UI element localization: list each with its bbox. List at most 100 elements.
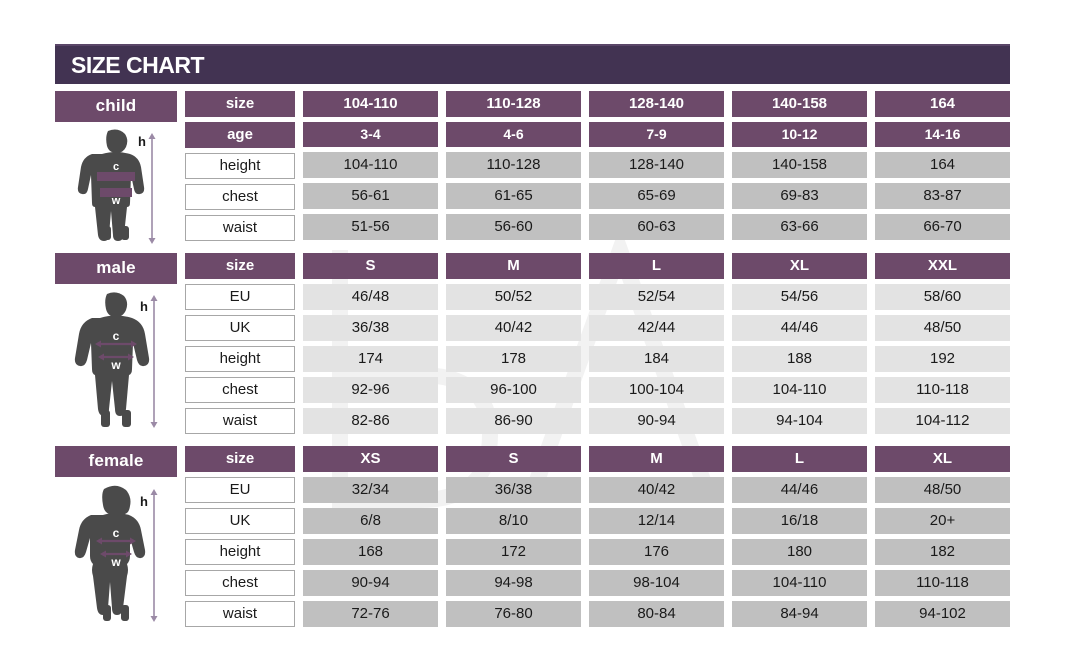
cell-child-height-3: 140-158 (732, 152, 867, 178)
data-column-child-4: 164 14-16 164 83-87 66-70 (875, 91, 1010, 246)
cell-child-chest-2: 65-69 (589, 183, 724, 209)
header-female-size-4: XL (875, 446, 1010, 472)
cell-male-height-2: 184 (589, 346, 724, 372)
size-chart: SIZE CHART child c w (55, 44, 1010, 632)
cell-male-chest-4: 110-118 (875, 377, 1010, 403)
row-label-column-child: size age height chest waist (185, 91, 295, 246)
figure-female: c w h (55, 477, 177, 623)
cell-female-eu-4: 48/50 (875, 477, 1010, 503)
data-column-child-1: 110-128 4-6 110-128 61-65 56-60 (446, 91, 581, 246)
cell-female-waist-3: 84-94 (732, 601, 867, 627)
row-label-male-waist: waist (185, 408, 295, 434)
cell-female-chest-2: 98-104 (589, 570, 724, 596)
header-male-size-2: L (589, 253, 724, 279)
header-label-male-0: size (185, 253, 295, 279)
header-label-child-1: age (185, 122, 295, 148)
header-child-size-4: 164 (875, 91, 1010, 117)
cell-male-chest-1: 96-100 (446, 377, 581, 403)
data-column-child-3: 140-158 10-12 140-158 69-83 63-66 (732, 91, 867, 246)
cell-female-eu-3: 44/46 (732, 477, 867, 503)
row-label-male-chest: chest (185, 377, 295, 403)
cell-male-chest-0: 92-96 (303, 377, 438, 403)
cell-female-uk-3: 16/18 (732, 508, 867, 534)
category-column-child: child c w (55, 91, 177, 246)
cell-child-chest-4: 83-87 (875, 183, 1010, 209)
svg-text:h: h (140, 494, 148, 509)
header-child-size-0: 104-110 (303, 91, 438, 117)
cell-child-chest-3: 69-83 (732, 183, 867, 209)
cell-male-waist-4: 104-112 (875, 408, 1010, 434)
cell-female-eu-1: 36/38 (446, 477, 581, 503)
header-child-age-4: 14-16 (875, 122, 1010, 147)
row-label-column-male: size EU UK height chest waist (185, 253, 295, 439)
cell-female-height-3: 180 (732, 539, 867, 565)
cell-male-uk-0: 36/38 (303, 315, 438, 341)
cell-male-eu-2: 52/54 (589, 284, 724, 310)
cell-female-chest-0: 90-94 (303, 570, 438, 596)
section-child: child c w (55, 91, 1010, 246)
cell-female-eu-0: 32/34 (303, 477, 438, 503)
cell-male-waist-2: 90-94 (589, 408, 724, 434)
cell-male-eu-0: 46/48 (303, 284, 438, 310)
header-male-size-1: M (446, 253, 581, 279)
cell-male-eu-3: 54/56 (732, 284, 867, 310)
cell-female-eu-2: 40/42 (589, 477, 724, 503)
data-column-male-0: S 46/48 36/38 174 92-96 82-86 (303, 253, 438, 439)
figure-child: c w h (55, 122, 177, 246)
header-female-size-1: S (446, 446, 581, 472)
cell-female-chest-4: 110-118 (875, 570, 1010, 596)
svg-text:c: c (113, 161, 119, 173)
category-label-child: child (55, 91, 177, 122)
row-label-female-chest: chest (185, 570, 295, 596)
row-label-female-eu: EU (185, 477, 295, 503)
row-label-child-chest: chest (185, 184, 295, 210)
row-label-child-waist: waist (185, 215, 295, 241)
cell-female-uk-2: 12/14 (589, 508, 724, 534)
cell-male-chest-2: 100-104 (589, 377, 724, 403)
row-label-male-height: height (185, 346, 295, 372)
data-column-male-1: M 50/52 40/42 178 96-100 86-90 (446, 253, 581, 439)
cell-male-height-0: 174 (303, 346, 438, 372)
data-column-male-2: L 52/54 42/44 184 100-104 90-94 (589, 253, 724, 439)
cell-female-height-0: 168 (303, 539, 438, 565)
cell-female-chest-1: 94-98 (446, 570, 581, 596)
data-column-male-3: XL 54/56 44/46 188 104-110 94-104 (732, 253, 867, 439)
cell-female-uk-4: 20+ (875, 508, 1010, 534)
cell-child-height-2: 128-140 (589, 152, 724, 178)
category-label-male: male (55, 253, 177, 284)
section-female: female c (55, 446, 1010, 632)
cell-male-eu-1: 50/52 (446, 284, 581, 310)
male-silhouette-icon: c w h (74, 292, 158, 428)
cell-female-height-2: 176 (589, 539, 724, 565)
header-male-size-4: XXL (875, 253, 1010, 279)
svg-text:w: w (110, 555, 121, 569)
svg-text:h: h (138, 134, 146, 149)
row-label-female-uk: UK (185, 508, 295, 534)
header-male-size-0: S (303, 253, 438, 279)
section-male: male c (55, 253, 1010, 439)
header-child-age-1: 4-6 (446, 122, 581, 147)
row-label-child-height: height (185, 153, 295, 179)
header-child-size-3: 140-158 (732, 91, 867, 117)
header-female-size-2: M (589, 446, 724, 472)
page-title: SIZE CHART (71, 51, 205, 78)
data-column-male-4: XXL 58/60 48/50 192 110-118 104-112 (875, 253, 1010, 439)
cell-male-uk-3: 44/46 (732, 315, 867, 341)
category-column-male: male c (55, 253, 177, 439)
svg-text:c: c (113, 526, 120, 540)
header-child-age-3: 10-12 (732, 122, 867, 147)
cell-child-waist-0: 51-56 (303, 214, 438, 240)
header-female-size-0: XS (303, 446, 438, 472)
data-column-female-0: XS 32/34 6/8 168 90-94 72-76 (303, 446, 438, 632)
svg-text:c: c (113, 329, 120, 343)
cell-male-waist-0: 82-86 (303, 408, 438, 434)
cell-male-waist-1: 86-90 (446, 408, 581, 434)
header-child-size-1: 110-128 (446, 91, 581, 117)
cell-male-chest-3: 104-110 (732, 377, 867, 403)
cell-child-waist-3: 63-66 (732, 214, 867, 240)
cell-female-chest-3: 104-110 (732, 570, 867, 596)
data-column-child-2: 128-140 7-9 128-140 65-69 60-63 (589, 91, 724, 246)
row-label-male-eu: EU (185, 284, 295, 310)
category-column-female: female c (55, 446, 177, 632)
cell-female-waist-0: 72-76 (303, 601, 438, 627)
